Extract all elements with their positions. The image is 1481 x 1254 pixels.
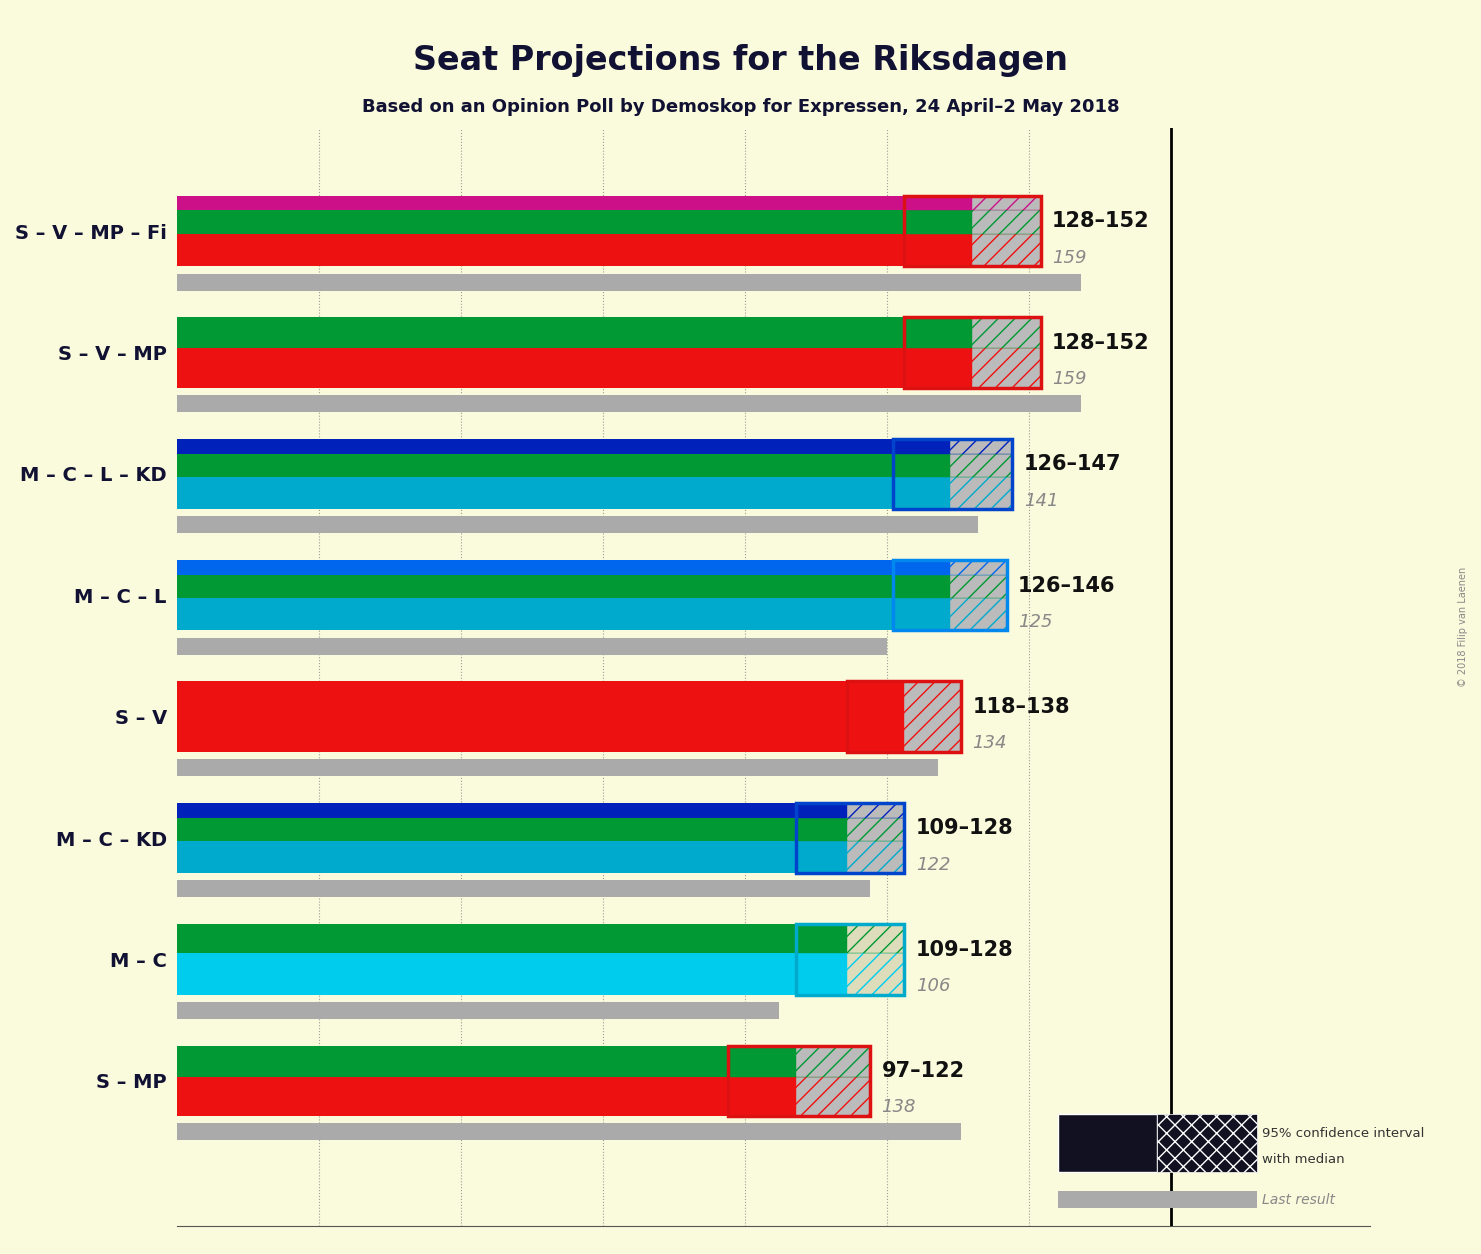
Text: 138: 138 xyxy=(881,1099,917,1116)
Text: © 2018 Filip van Laenen: © 2018 Filip van Laenen xyxy=(1459,567,1468,687)
Bar xyxy=(893,454,949,477)
Bar xyxy=(949,439,1013,454)
Bar xyxy=(797,803,905,873)
Bar xyxy=(797,1077,871,1116)
Bar xyxy=(797,841,847,873)
Bar xyxy=(797,803,847,818)
Text: 126–147: 126–147 xyxy=(1023,454,1121,474)
Bar xyxy=(973,234,1041,266)
Bar xyxy=(893,561,949,576)
Bar xyxy=(905,681,961,752)
Bar xyxy=(1157,1114,1257,1171)
Bar xyxy=(949,561,1007,576)
Bar xyxy=(176,1002,779,1020)
Bar xyxy=(905,317,973,347)
Bar xyxy=(1057,1114,1157,1171)
Bar xyxy=(176,924,797,953)
Text: 122: 122 xyxy=(915,855,951,874)
Bar xyxy=(797,818,847,841)
Bar xyxy=(176,209,905,234)
Bar xyxy=(905,347,973,387)
Bar xyxy=(176,196,905,209)
Bar xyxy=(949,598,1007,631)
Bar xyxy=(176,1046,729,1077)
Text: 106: 106 xyxy=(915,977,951,996)
Bar xyxy=(176,273,1081,291)
Bar xyxy=(176,638,887,655)
Bar xyxy=(797,924,847,953)
Bar xyxy=(176,234,905,266)
Bar xyxy=(847,681,961,752)
Bar xyxy=(176,395,1081,411)
Text: 97–122: 97–122 xyxy=(881,1061,964,1081)
Bar xyxy=(176,561,893,576)
Text: 109–128: 109–128 xyxy=(915,939,1013,959)
Bar xyxy=(847,681,905,752)
Text: 118–138: 118–138 xyxy=(973,697,1069,717)
Text: 159: 159 xyxy=(1052,248,1087,267)
Bar xyxy=(893,439,1013,509)
Bar xyxy=(176,841,797,873)
Bar xyxy=(949,454,1013,477)
Bar xyxy=(905,209,973,234)
Text: 128–152: 128–152 xyxy=(1052,332,1149,352)
Bar xyxy=(893,477,949,509)
Bar xyxy=(973,317,1041,347)
Bar xyxy=(176,598,893,631)
Bar xyxy=(176,317,905,347)
Bar xyxy=(893,439,949,454)
Bar xyxy=(973,196,1041,209)
Text: Last result: Last result xyxy=(1262,1193,1336,1206)
Bar xyxy=(729,1046,871,1116)
Bar xyxy=(905,317,1041,387)
Text: Seat Projections for the Riksdagen: Seat Projections for the Riksdagen xyxy=(413,44,1068,76)
Bar xyxy=(847,953,905,994)
Bar xyxy=(973,347,1041,387)
Bar xyxy=(973,209,1041,234)
Bar xyxy=(847,803,905,818)
Text: 126–146: 126–146 xyxy=(1017,576,1115,596)
Bar xyxy=(797,1046,871,1077)
Bar xyxy=(176,818,797,841)
Text: 159: 159 xyxy=(1052,370,1087,389)
Text: 109–128: 109–128 xyxy=(915,819,1013,838)
Text: 95% confidence interval: 95% confidence interval xyxy=(1262,1127,1425,1140)
Bar xyxy=(176,477,893,509)
Bar xyxy=(893,576,949,598)
Text: 125: 125 xyxy=(1017,613,1053,631)
Bar xyxy=(893,598,949,631)
Text: 128–152: 128–152 xyxy=(1052,212,1149,231)
Bar xyxy=(176,439,893,454)
Bar xyxy=(847,841,905,873)
Text: with median: with median xyxy=(1262,1152,1345,1165)
Bar xyxy=(176,803,797,818)
Bar xyxy=(797,924,905,994)
Bar xyxy=(1057,1191,1257,1209)
Bar xyxy=(176,953,797,994)
Bar xyxy=(176,347,905,387)
Bar xyxy=(176,576,893,598)
Bar xyxy=(893,561,1007,631)
Bar xyxy=(905,196,1041,266)
Bar xyxy=(949,576,1007,598)
Text: 141: 141 xyxy=(1023,492,1057,509)
Bar xyxy=(905,234,973,266)
Bar xyxy=(176,1124,961,1140)
Bar xyxy=(176,454,893,477)
Bar xyxy=(949,477,1013,509)
Bar xyxy=(729,1046,797,1077)
Bar xyxy=(905,196,973,209)
Bar xyxy=(176,759,939,776)
Bar xyxy=(176,1077,729,1116)
Bar xyxy=(797,953,847,994)
Text: Based on an Opinion Poll by Demoskop for Expressen, 24 April–2 May 2018: Based on an Opinion Poll by Demoskop for… xyxy=(361,98,1120,115)
Bar xyxy=(847,924,905,953)
Bar xyxy=(176,517,977,533)
Bar xyxy=(847,818,905,841)
Bar xyxy=(729,1077,797,1116)
Bar xyxy=(176,681,847,752)
Text: 134: 134 xyxy=(973,735,1007,752)
Bar xyxy=(176,880,871,898)
